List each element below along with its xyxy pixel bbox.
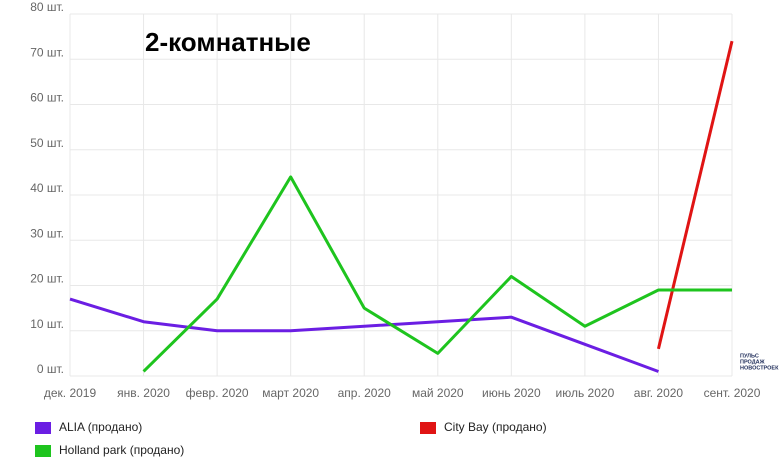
x-tick-label: июнь 2020 bbox=[482, 386, 541, 400]
legend-swatch bbox=[420, 422, 436, 434]
y-tick-label: 0 шт. bbox=[37, 362, 64, 376]
x-tick-label: апр. 2020 bbox=[338, 386, 392, 400]
line-series bbox=[142, 175, 732, 373]
y-tick-label: 60 шт. bbox=[30, 91, 64, 105]
legend-swatch bbox=[35, 445, 51, 457]
x-tick-label: июль 2020 bbox=[556, 386, 615, 400]
legend-swatch bbox=[35, 422, 51, 434]
x-tick-label: март 2020 bbox=[262, 386, 319, 400]
line-series bbox=[69, 297, 659, 373]
y-tick-label: 80 шт. bbox=[30, 0, 64, 14]
legend-label: Holland park (продано) bbox=[59, 443, 184, 457]
x-tick-label: янв. 2020 bbox=[117, 386, 170, 400]
legend-label: City Bay (продано) bbox=[444, 420, 547, 434]
watermark: ПУЛЬС bbox=[740, 353, 759, 359]
y-tick-label: 40 шт. bbox=[30, 181, 64, 195]
watermark: НОВОСТРОЕК bbox=[740, 365, 779, 371]
y-tick-label: 70 шт. bbox=[30, 45, 64, 59]
watermark: ПРОДАЖ bbox=[740, 359, 765, 365]
y-tick-label: 50 шт. bbox=[30, 136, 64, 150]
y-tick-label: 30 шт. bbox=[30, 226, 64, 240]
y-tick-label: 10 шт. bbox=[30, 317, 64, 331]
legend-label: ALIA (продано) bbox=[59, 420, 142, 434]
x-tick-label: май 2020 bbox=[412, 386, 464, 400]
x-tick-label: дек. 2019 bbox=[44, 386, 97, 400]
y-tick-label: 20 шт. bbox=[30, 272, 64, 286]
chart-title: 2-комнатные bbox=[145, 27, 311, 57]
x-tick-label: авг. 2020 bbox=[634, 386, 684, 400]
x-tick-label: февр. 2020 bbox=[186, 386, 249, 400]
x-tick-label: сент. 2020 bbox=[704, 386, 761, 400]
line-series bbox=[656, 40, 734, 350]
